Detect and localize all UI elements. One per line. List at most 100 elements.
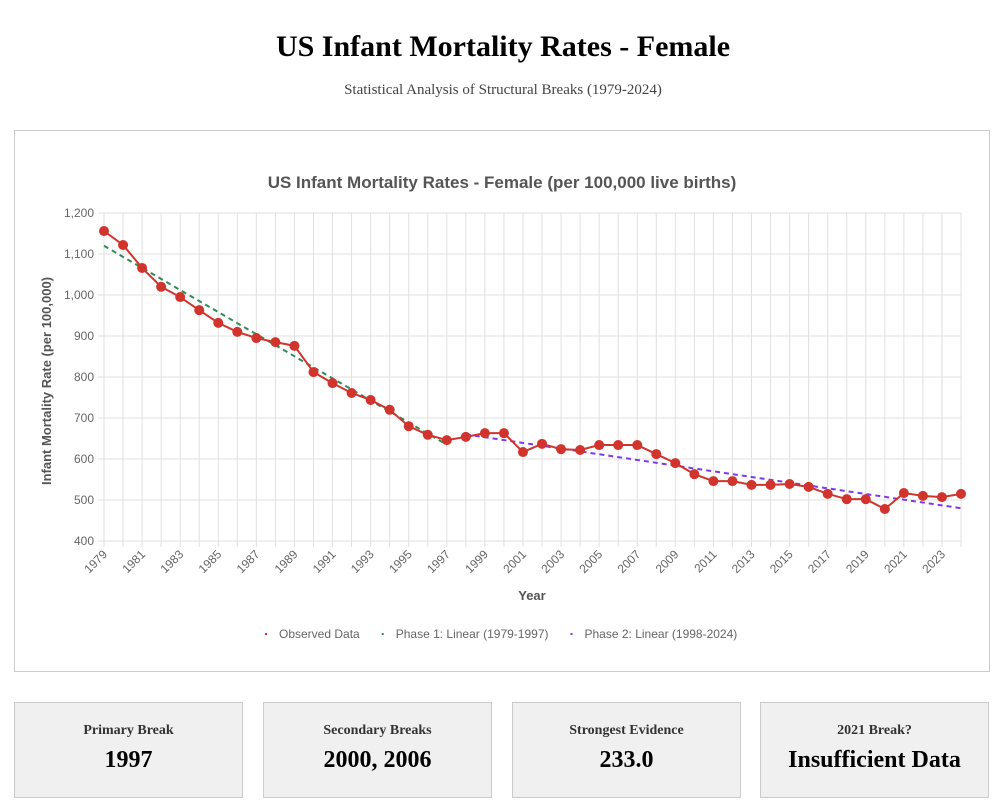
data-point[interactable] — [803, 481, 814, 492]
data-point[interactable] — [613, 440, 624, 451]
page-subtitle: Statistical Analysis of Structural Break… — [344, 82, 662, 98]
legend-marker — [265, 633, 267, 635]
x-tick-label: 2009 — [653, 547, 682, 576]
y-tick-label: 800 — [74, 370, 94, 384]
card-secondary-breaks: Secondary Breaks 2000, 2006 — [263, 702, 492, 798]
data-point[interactable] — [175, 292, 186, 303]
line-chart: US Infant Mortality Rates - Female (per … — [39, 173, 966, 641]
card-label: Primary Break — [83, 723, 174, 738]
x-tick-label: 2017 — [805, 547, 834, 576]
data-point[interactable] — [137, 262, 148, 273]
x-tick-label: 1997 — [424, 547, 453, 576]
data-point[interactable] — [441, 435, 452, 446]
x-tick-label: 1999 — [462, 547, 491, 576]
x-axis-label: Year — [518, 588, 545, 603]
data-point[interactable] — [479, 428, 490, 439]
x-tick-label: 2019 — [843, 547, 872, 576]
data-point[interactable] — [327, 378, 338, 389]
data-point[interactable] — [898, 488, 909, 499]
y-tick-label: 700 — [74, 411, 94, 425]
card-value: 233.0 — [599, 747, 654, 773]
data-point[interactable] — [460, 431, 471, 442]
x-tick-label: 1981 — [119, 547, 148, 576]
x-tick-label: 1989 — [272, 547, 301, 576]
data-point[interactable] — [346, 387, 357, 398]
data-point[interactable] — [118, 239, 129, 250]
x-tick-label: 2021 — [881, 547, 910, 576]
y-tick-label: 600 — [74, 452, 94, 466]
x-tick-label: 1991 — [310, 547, 339, 576]
x-tick-label: 1995 — [386, 547, 415, 576]
x-tick-label: 2001 — [500, 547, 529, 576]
observed-line — [103, 230, 962, 511]
data-point[interactable] — [879, 504, 890, 515]
card-label: 2021 Break? — [837, 723, 912, 738]
legend-label[interactable]: Phase 2: Linear (1998-2024) — [585, 627, 738, 641]
data-point[interactable] — [841, 494, 852, 505]
x-tick-label: 2015 — [767, 547, 796, 576]
y-tick-label: 1,200 — [64, 206, 94, 220]
card-primary-break: Primary Break 1997 — [14, 702, 243, 798]
legend-label[interactable]: Phase 1: Linear (1979-1997) — [396, 627, 549, 641]
data-point[interactable] — [251, 333, 262, 344]
data-point[interactable] — [517, 447, 528, 458]
y-tick-label: 1,100 — [64, 247, 94, 261]
x-tick-label: 1993 — [348, 547, 377, 576]
data-point[interactable] — [727, 476, 738, 487]
legend-marker — [381, 633, 384, 635]
x-tick-label: 2011 — [691, 547, 719, 575]
data-point[interactable] — [784, 479, 795, 490]
data-point[interactable] — [365, 394, 376, 405]
data-point[interactable] — [194, 305, 205, 316]
x-tick-label: 2013 — [729, 547, 758, 576]
data-point[interactable] — [746, 479, 757, 490]
x-tick-label: 1985 — [196, 547, 225, 576]
x-tick-label: 1987 — [234, 547, 263, 576]
data-point[interactable] — [99, 226, 109, 237]
data-point[interactable] — [575, 444, 586, 455]
y-axis-label: Infant Mortality Rate (per 100,000) — [39, 277, 54, 485]
data-point[interactable] — [308, 367, 319, 378]
data-point[interactable] — [917, 490, 928, 501]
data-point[interactable] — [213, 317, 224, 328]
data-point[interactable] — [556, 444, 567, 455]
data-point[interactable] — [860, 494, 871, 505]
card-2021-break: 2021 Break? Insufficient Data — [760, 702, 989, 798]
x-tick-label: 2005 — [576, 547, 605, 576]
data-point[interactable] — [270, 337, 281, 348]
data-point[interactable] — [689, 469, 700, 480]
data-point[interactable] — [936, 492, 947, 503]
data-point[interactable] — [651, 449, 662, 460]
data-point[interactable] — [708, 476, 719, 487]
data-point[interactable] — [498, 428, 509, 439]
card-value: Insufficient Data — [788, 747, 961, 773]
data-point[interactable] — [765, 479, 776, 490]
legend-label[interactable]: Observed Data — [279, 627, 360, 641]
data-point[interactable] — [403, 421, 414, 432]
data-point[interactable] — [632, 440, 643, 451]
legend-marker — [570, 633, 573, 635]
card-value: 1997 — [104, 747, 153, 773]
data-point[interactable] — [232, 326, 243, 337]
chart-container: US Infant Mortality Rates - Female (per … — [14, 130, 990, 672]
data-point[interactable] — [956, 488, 966, 499]
card-label: Secondary Breaks — [323, 723, 432, 738]
data-point[interactable] — [537, 438, 548, 449]
x-tick-label: 2007 — [615, 547, 644, 576]
page-title: US Infant Mortality Rates - Female — [275, 30, 731, 63]
phase2-trend-line — [465, 433, 962, 510]
data-point[interactable] — [289, 340, 300, 351]
y-tick-label: 1,000 — [64, 288, 94, 302]
data-point[interactable] — [384, 404, 395, 415]
data-point[interactable] — [156, 281, 167, 292]
y-tick-label: 400 — [74, 534, 94, 548]
card-strongest-evidence: Strongest Evidence 233.0 — [512, 702, 741, 798]
x-tick-label: 1983 — [158, 547, 187, 576]
data-point[interactable] — [670, 458, 681, 469]
chart-title: US Infant Mortality Rates - Female (per … — [268, 173, 737, 192]
data-point[interactable] — [422, 429, 433, 440]
data-point[interactable] — [822, 488, 833, 499]
data-point[interactable] — [594, 440, 605, 451]
card-label: Strongest Evidence — [569, 723, 684, 738]
y-tick-label: 500 — [74, 493, 94, 507]
